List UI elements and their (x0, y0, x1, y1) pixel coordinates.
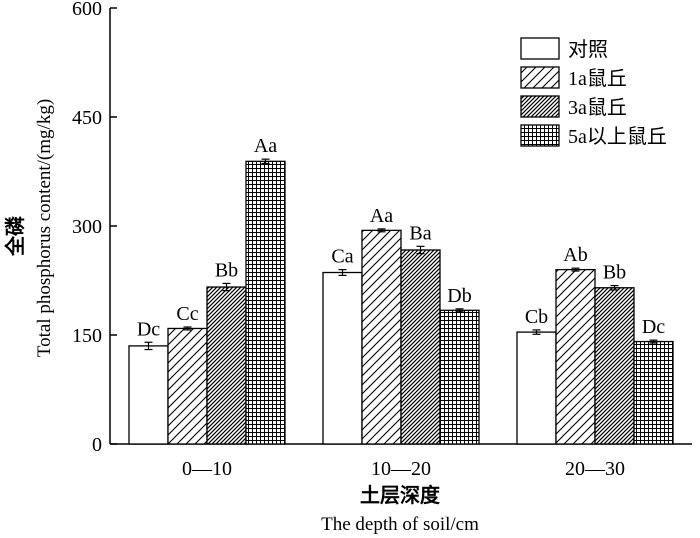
bar (516, 331, 557, 445)
significance-label: Db (447, 285, 471, 307)
bar (322, 271, 363, 445)
x-axis-label-en: The depth of soil/cm (321, 514, 479, 535)
y-tick-label: 450 (72, 107, 102, 129)
significance-label: Dc (137, 318, 160, 340)
bar (206, 286, 247, 445)
y-tick-label: 0 (92, 434, 102, 456)
x-axis: 0—10 10—20 20—30 (110, 443, 692, 480)
legend: 对照 1a鼠丘 3a鼠丘 5a以上鼠丘 (520, 37, 667, 148)
significance-label: Aa (370, 205, 393, 227)
significance-label: Ba (409, 222, 431, 244)
y-tick-label: 600 (72, 0, 102, 20)
legend-label: 5a以上鼠丘 (568, 125, 667, 148)
legend-label: 对照 (568, 38, 608, 61)
bar (439, 309, 480, 445)
bar (361, 229, 402, 445)
bar (594, 287, 635, 445)
y-axis-label-en: Total phosphorus content/(mg/kg) (34, 99, 55, 357)
y-tick-label: 150 (72, 325, 102, 347)
y-axis-label-cn: 全磷 (3, 216, 27, 257)
y-axis: 0 150 300 450 600 (72, 0, 117, 456)
bar (555, 268, 596, 445)
x-tick-label: 10—20 (371, 458, 431, 480)
legend-swatch (520, 37, 560, 60)
legend-label: 1a鼠丘 (568, 67, 627, 90)
bar (633, 340, 674, 445)
y-ticks: 0 150 300 450 600 (72, 0, 117, 456)
significance-label: Ca (331, 246, 353, 268)
significance-label: Aa (254, 135, 277, 157)
bar (167, 327, 208, 445)
bar (400, 249, 441, 445)
bar (245, 160, 286, 445)
legend-label: 3a鼠丘 (568, 96, 627, 119)
x-ticks: 0—10 10—20 20—30 (182, 458, 625, 480)
legend-swatch (520, 124, 560, 147)
x-axis-label-cn: 土层深度 (360, 483, 441, 507)
legend-swatch (520, 95, 560, 118)
x-tick-label: 0—10 (182, 458, 232, 480)
y-tick-label: 300 (72, 216, 102, 238)
significance-label: Bb (603, 262, 626, 284)
legend-swatch (520, 66, 560, 89)
bar (128, 345, 169, 445)
x-tick-label: 20—30 (565, 458, 625, 480)
significance-label: Ab (563, 244, 587, 266)
significance-label: Dc (642, 316, 665, 338)
significance-label: Cb (525, 306, 548, 328)
significance-label: Bb (215, 259, 238, 281)
bars: Dc Cc Bb Aa Ca Aa Ba Db Cb Ab Bb Dc (128, 135, 674, 445)
significance-label: Cc (176, 303, 198, 325)
